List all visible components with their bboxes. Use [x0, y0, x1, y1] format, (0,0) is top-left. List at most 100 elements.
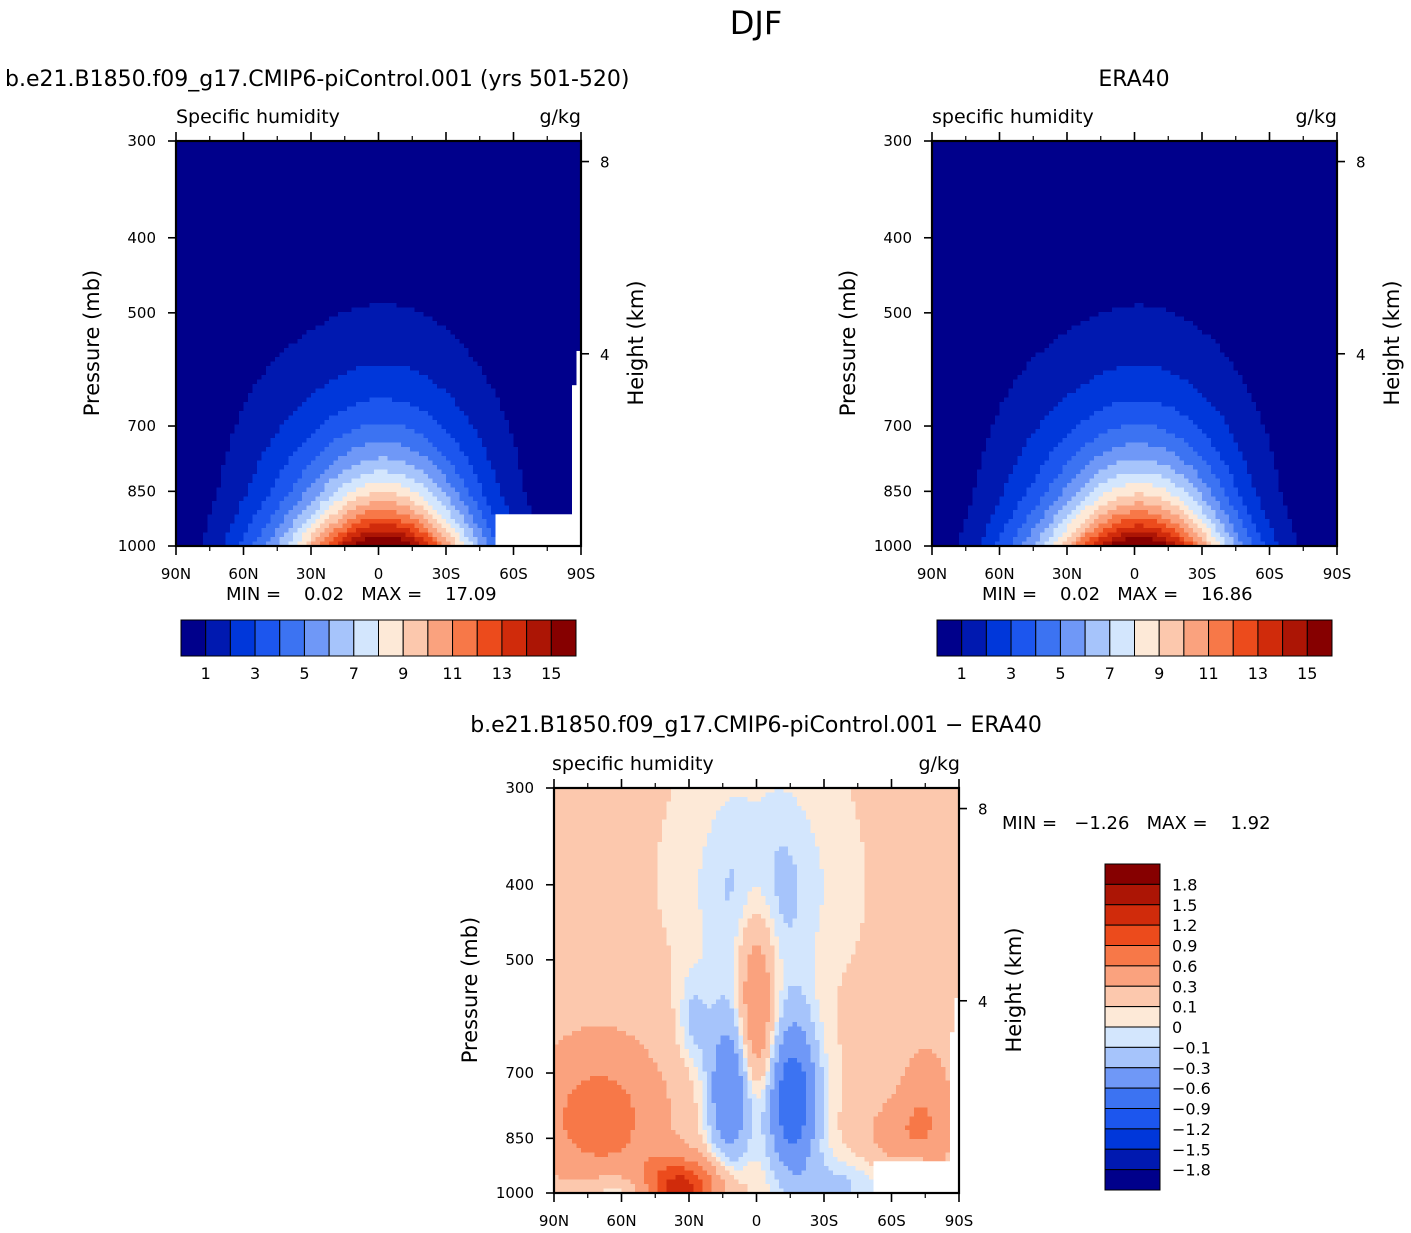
field-cell — [333, 460, 362, 466]
field-cell — [932, 397, 1005, 403]
field-cell — [1031, 528, 1046, 534]
field-cell — [351, 537, 366, 543]
field-cell — [779, 1008, 785, 1014]
field-cell — [1197, 541, 1208, 546]
field-cell — [707, 1112, 717, 1118]
field-cell — [986, 438, 1028, 444]
field-cell — [689, 1017, 735, 1023]
field-cell — [837, 1004, 959, 1010]
field-cell — [288, 541, 299, 546]
field-cell — [608, 1076, 663, 1082]
field-cell — [473, 357, 581, 363]
field-cell — [1283, 492, 1337, 498]
field-cell — [302, 492, 321, 498]
field-cell — [441, 451, 465, 457]
field-cell — [1040, 501, 1055, 507]
field-cell — [554, 810, 668, 816]
field-cell — [554, 855, 659, 861]
field-cell — [689, 1013, 735, 1019]
field-cell — [738, 999, 744, 1005]
field-cell — [774, 1026, 780, 1032]
field-cell — [176, 352, 281, 358]
field-cell — [554, 819, 663, 825]
field-cell — [441, 424, 474, 430]
field-cell — [432, 442, 461, 448]
field-cell — [833, 1170, 866, 1176]
field-cell — [554, 1062, 659, 1068]
field-cell — [1076, 492, 1091, 498]
field-cell — [707, 1094, 713, 1100]
field-cell — [1040, 537, 1050, 543]
field-cell — [176, 181, 581, 187]
field-cell — [932, 154, 1337, 160]
field-cell — [932, 244, 1337, 250]
field-cell — [864, 851, 959, 857]
field-cell — [734, 977, 740, 983]
field-cell — [464, 501, 479, 507]
field-cell — [743, 1022, 749, 1028]
field-cell — [824, 1071, 830, 1077]
field-cell — [788, 990, 803, 996]
field-cell — [990, 433, 1032, 439]
field-cell — [347, 501, 371, 507]
field-cell — [720, 1035, 731, 1041]
field-cell — [671, 959, 699, 965]
panel-model: b.e21.B1850.f09_g17.CMIP6-piControl.001 … — [5, 67, 648, 683]
field-cell — [432, 505, 447, 511]
field-cell — [428, 438, 456, 444]
field-cell — [783, 1035, 807, 1041]
field-cell — [554, 1112, 564, 1118]
field-cell — [837, 1035, 959, 1041]
field-cell — [1220, 483, 1235, 489]
field-cell — [779, 896, 798, 902]
field-cell — [932, 348, 1046, 354]
field-cell — [783, 918, 794, 924]
field-cell — [176, 393, 249, 399]
field-cell — [905, 1125, 933, 1131]
field-cell — [1035, 478, 1055, 484]
field-cell — [779, 1058, 789, 1064]
field-cell — [1107, 510, 1131, 516]
field-cell — [297, 478, 317, 484]
field-cell — [1260, 505, 1289, 511]
field-cell — [860, 819, 959, 825]
field-cell — [680, 999, 690, 1005]
field-cell — [473, 465, 492, 471]
field-cell — [765, 968, 776, 974]
field-cell — [720, 1157, 731, 1163]
field-cell — [1202, 393, 1253, 399]
field-cell — [1080, 501, 1095, 507]
field-cell — [734, 972, 740, 978]
field-cell — [792, 918, 821, 924]
field-cell — [1251, 537, 1262, 543]
field-cell — [261, 501, 281, 507]
field-cell — [405, 532, 416, 538]
field-cell — [752, 945, 762, 951]
field-cell — [1044, 510, 1059, 516]
field-cell — [1089, 523, 1100, 529]
colorbar-box — [1104, 1148, 1161, 1171]
field-cell — [932, 262, 1337, 268]
field-cell — [423, 523, 434, 529]
field-cell — [554, 936, 668, 942]
field-cell — [711, 1188, 726, 1193]
field-cell — [851, 1179, 875, 1185]
field-cell — [648, 1184, 659, 1190]
field-cell — [666, 1188, 695, 1193]
field-cell — [1107, 501, 1136, 507]
field-cell — [1031, 510, 1046, 516]
field-cell — [747, 1094, 758, 1100]
field-cell — [716, 1143, 749, 1149]
field-cell — [675, 1031, 686, 1037]
field-cell — [806, 1071, 816, 1077]
field-cell — [306, 487, 326, 493]
field-cell — [455, 487, 470, 493]
field-cell — [554, 1094, 569, 1100]
field-cell — [716, 1112, 744, 1118]
field-cell — [1188, 492, 1203, 498]
field-cell — [815, 1134, 825, 1140]
field-cell — [779, 1089, 807, 1095]
field-cell — [1274, 460, 1337, 466]
field-cell — [1184, 487, 1199, 493]
field-cell — [1085, 528, 1095, 534]
